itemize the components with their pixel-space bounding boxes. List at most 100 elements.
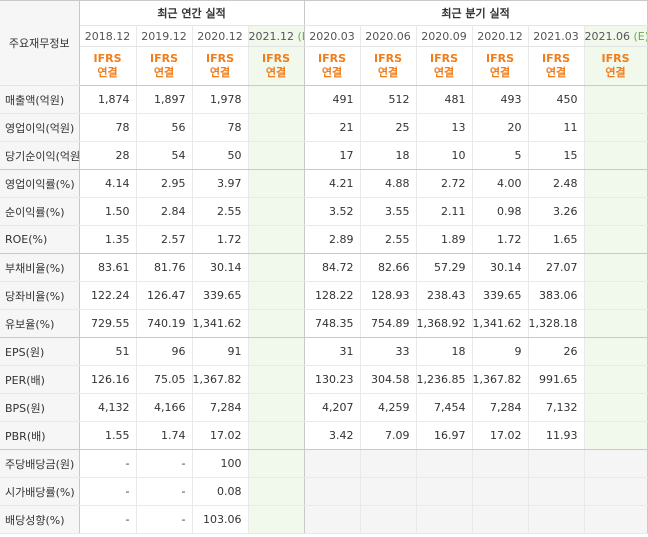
quarterly-value-cell <box>584 449 648 478</box>
ifrs-consolidated-badge: IFRS 연결 <box>79 46 137 86</box>
quarterly-value-cell <box>584 225 648 254</box>
period-label: 2021.03 <box>533 29 579 43</box>
row-label-header: 주요재무정보 <box>0 0 80 86</box>
ifrs-label: IFRS <box>486 52 515 65</box>
quarterly-value-cell: 4.88 <box>360 169 417 198</box>
annual-value-cell: 1.72 <box>192 225 249 254</box>
table-row: 영업이익률(%) 4.14 2.95 3.97 4.21 4.88 2.72 4.00 2.48 <box>0 169 648 198</box>
annual-value-cell: 1.74 <box>136 421 193 450</box>
annual-value-cell: 2.55 <box>192 197 249 226</box>
ifrs-label: IFRS <box>430 52 459 65</box>
ifrs-label: IFRS <box>542 52 571 65</box>
quarterly-value-cell: 1,341.62 <box>472 309 529 338</box>
annual-value-cell: 1.50 <box>79 197 137 226</box>
consolidated-label: 연결 <box>209 66 231 79</box>
annual-value-cell <box>248 477 305 506</box>
quarterly-value-cell: 33 <box>360 337 417 366</box>
annual-value-cell: 126.16 <box>79 365 137 394</box>
quarterly-value-cell: 1.65 <box>528 225 585 254</box>
quarterly-value-cell: 17 <box>304 141 361 170</box>
quarterly-value-cell <box>584 113 648 142</box>
consolidated-label: 연결 <box>97 66 118 79</box>
annual-value-cell: 126.47 <box>136 281 193 310</box>
annual-value-cell: 83.61 <box>79 253 137 282</box>
consolidated-label: 연결 <box>605 66 626 79</box>
quarterly-value-cell: 1.89 <box>416 225 473 254</box>
period-header-quarterly: 2020.09 <box>416 25 473 47</box>
annual-value-cell: 28 <box>79 141 137 170</box>
quarterly-value-cell: 11 <box>528 113 585 142</box>
quarterly-value-cell <box>416 449 473 478</box>
period-header-annual: 2019.12 <box>136 25 193 47</box>
quarterly-value-cell: 128.22 <box>304 281 361 310</box>
period-header-quarterly: 2020.12 <box>472 25 529 47</box>
quarterly-value-cell: 15 <box>528 141 585 170</box>
table-row: 순이익률(%) 1.50 2.84 2.55 3.52 3.55 2.11 0.98 3.26 <box>0 197 648 226</box>
annual-value-cell <box>248 309 305 338</box>
quarterly-value-cell: 57.29 <box>416 253 473 282</box>
quarterly-value-cell: 18 <box>360 141 417 170</box>
row-label: EPS(원) <box>0 337 80 366</box>
quarterly-value-cell <box>304 477 361 506</box>
row-label: 시가배당률(%) <box>0 477 80 506</box>
quarterly-value-cell: 21 <box>304 113 361 142</box>
quarterly-value-cell: 30.14 <box>472 253 529 282</box>
ifrs-consolidated-badge: IFRS 연결 <box>584 46 648 86</box>
quarterly-value-cell: 2.89 <box>304 225 361 254</box>
ifrs-label: IFRS <box>601 52 630 65</box>
ifrs-consolidated-badge: IFRS 연결 <box>416 46 473 86</box>
period-label: 2021.06 <box>584 29 631 43</box>
annual-value-cell <box>248 253 305 282</box>
quarterly-value-cell: 2.55 <box>360 225 417 254</box>
quarterly-value-cell: 25 <box>360 113 417 142</box>
annual-value-cell <box>248 393 305 422</box>
annual-value-cell: 1.35 <box>79 225 137 254</box>
row-label: 배당성향(%) <box>0 505 80 534</box>
quarterly-value-cell <box>472 477 529 506</box>
quarterly-value-cell: 0.98 <box>472 197 529 226</box>
row-label: 주당배당금(원) <box>0 449 80 478</box>
table-row: 매출액(억원) 1,874 1,897 1,978 491 512 481 493 450 <box>0 85 648 114</box>
annual-value-cell: - <box>79 477 137 506</box>
group-header-row: 주요재무정보 최근 연간 실적 최근 분기 실적 <box>0 0 648 86</box>
period-header-quarterly: 2020.03 <box>304 25 361 47</box>
annual-value-cell: 2.95 <box>136 169 193 198</box>
annual-value-cell: 17.02 <box>192 421 249 450</box>
period-label: 2020.06 <box>365 29 411 43</box>
quarterly-value-cell <box>584 421 648 450</box>
ifrs-label: IFRS <box>150 52 178 65</box>
quarterly-value-cell <box>528 449 585 478</box>
quarterly-value-cell: 7,284 <box>472 393 529 422</box>
quarterly-value-cell: 7,454 <box>416 393 473 422</box>
table-row: 주당배당금(원) - -100 <box>0 449 648 478</box>
annual-value-cell: 50 <box>192 141 249 170</box>
annual-value-cell <box>248 197 305 226</box>
annual-value-cell: - <box>79 449 137 478</box>
consolidated-label: 연결 <box>321 66 343 79</box>
annual-value-cell: 1,341.62 <box>192 309 249 338</box>
period-header-annual: 2020.12 <box>192 25 249 47</box>
quarterly-value-cell: 4,259 <box>360 393 417 422</box>
row-label: 영업이익률(%) <box>0 169 80 198</box>
quarterly-value-cell: 7,132 <box>528 393 585 422</box>
period-label: 2020.03 <box>309 29 355 43</box>
row-label: 영업이익(억원) <box>0 113 80 142</box>
table-row: BPS(원) 4,132 4,166 7,284 4,207 4,259 7,454 7,28… <box>0 393 648 422</box>
row-label: 유보율(%) <box>0 309 80 338</box>
ifrs-consolidated-badge: IFRS 연결 <box>360 46 417 86</box>
quarterly-value-cell: 9 <box>472 337 529 366</box>
quarterly-value-cell: 26 <box>528 337 585 366</box>
quarterly-value-cell: 2.72 <box>416 169 473 198</box>
quarterly-value-cell: 10 <box>416 141 473 170</box>
annual-value-cell <box>248 169 305 198</box>
annual-value-cell <box>248 365 305 394</box>
consolidated-label: 연결 <box>377 66 399 79</box>
ifrs-consolidated-badge: IFRS 연결 <box>136 46 193 86</box>
row-label: BPS(원) <box>0 393 80 422</box>
row-label: ROE(%) <box>0 225 80 254</box>
period-header-annual: 2021.12 (E) <box>248 25 305 47</box>
quarterly-value-cell: 491 <box>304 85 361 114</box>
quarterly-value-cell: 84.72 <box>304 253 361 282</box>
annual-value-cell: - <box>136 477 193 506</box>
quarterly-value-cell: 27.07 <box>528 253 585 282</box>
